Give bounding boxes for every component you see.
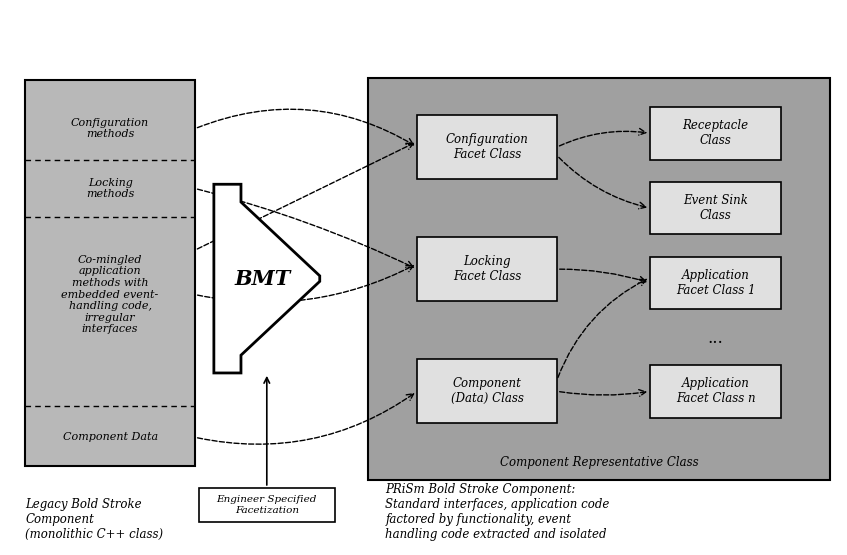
Bar bbox=[199, 488, 335, 522]
Text: Co-mingled
application
methods with
embedded event-
handling code,
irregular
int: Co-mingled application methods with embe… bbox=[62, 255, 158, 334]
Text: PRiSm Bold Stroke Component:
Standard interfaces, application code
factored by f: PRiSm Bold Stroke Component: Standard in… bbox=[385, 483, 610, 541]
Bar bbox=[417, 238, 557, 301]
Text: Component
(Data) Class: Component (Data) Class bbox=[451, 377, 523, 405]
Bar bbox=[650, 256, 782, 310]
Text: Receptacle
Class: Receptacle Class bbox=[683, 119, 749, 147]
Text: Configuration
Facet Class: Configuration Facet Class bbox=[446, 133, 529, 161]
Text: BMT: BMT bbox=[235, 269, 291, 289]
Text: Locking
Facet Class: Locking Facet Class bbox=[453, 255, 521, 283]
Bar bbox=[650, 182, 782, 234]
Text: Component Representative Class: Component Representative Class bbox=[500, 456, 699, 469]
Bar bbox=[650, 107, 782, 160]
Bar bbox=[25, 80, 195, 466]
Bar bbox=[417, 360, 557, 423]
Text: Engineer Specified
Facetization: Engineer Specified Facetization bbox=[217, 496, 317, 514]
Text: Configuration
methods: Configuration methods bbox=[71, 118, 149, 139]
Text: ...: ... bbox=[708, 330, 723, 347]
Text: Event Sink
Class: Event Sink Class bbox=[684, 194, 748, 222]
Text: Application
Facet Class n: Application Facet Class n bbox=[676, 377, 756, 405]
Bar bbox=[368, 78, 830, 480]
Text: Legacy Bold Stroke
Component
(monolithic C++ class): Legacy Bold Stroke Component (monolithic… bbox=[25, 498, 163, 541]
Bar bbox=[650, 365, 782, 417]
Polygon shape bbox=[213, 184, 320, 373]
Bar bbox=[417, 115, 557, 179]
Text: Component Data: Component Data bbox=[63, 432, 158, 442]
Text: Locking
methods: Locking methods bbox=[86, 178, 135, 199]
Text: Application
Facet Class 1: Application Facet Class 1 bbox=[676, 269, 756, 297]
